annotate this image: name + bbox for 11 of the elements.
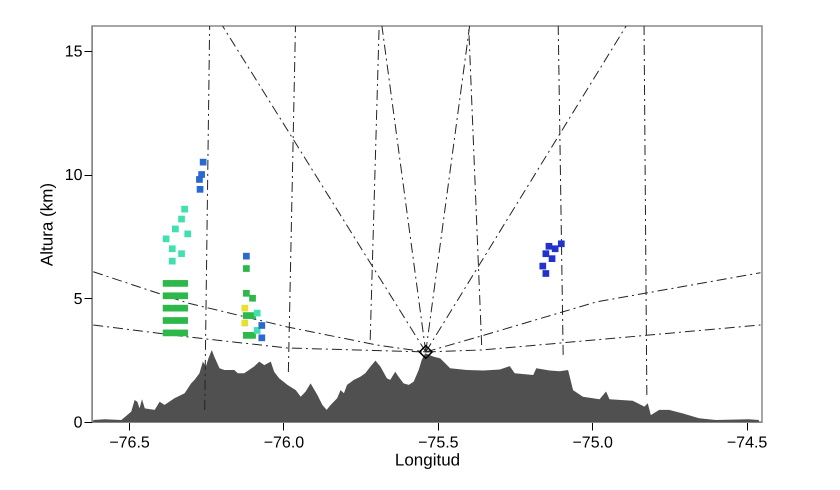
y-tick-label: 15 xyxy=(64,43,83,60)
y-axis-title: Altura (km) xyxy=(38,182,57,266)
x-tick-label: −76.0 xyxy=(264,434,304,452)
x-tick-label: −74.5 xyxy=(726,434,768,452)
x-tick-label: −75.0 xyxy=(572,434,614,452)
x-axis-title: Longitud xyxy=(394,450,460,470)
x-tick-label: −76.5 xyxy=(109,434,150,452)
y-tick-label: 10 xyxy=(64,167,83,184)
y-tick-label: 5 xyxy=(74,290,83,308)
y-tick-label: 0 xyxy=(74,414,83,432)
x-tick-label: −75.5 xyxy=(418,434,459,452)
